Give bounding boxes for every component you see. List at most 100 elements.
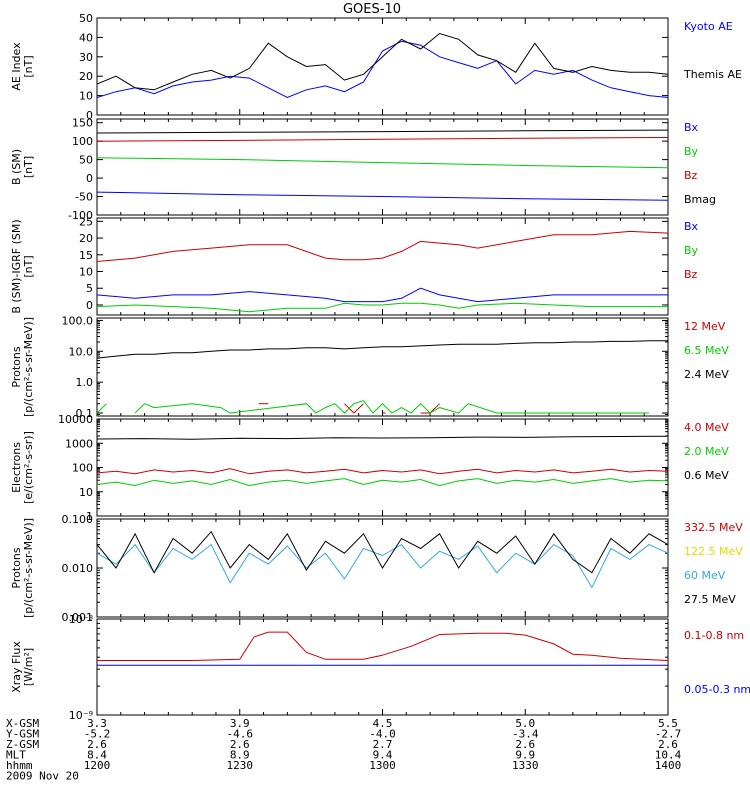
date-label: 2009 Nov 20 xyxy=(6,770,79,783)
legend-entry: By xyxy=(684,145,699,158)
legend-entry: 6.5 MeV xyxy=(684,344,729,357)
time-row-label: Z-GSM xyxy=(6,738,39,751)
panel-4: 0.1 1.0 10.0 100.0 Protons[p/(cm²-s-sr-MeV)]… xyxy=(10,314,729,420)
legend-entry: Bz xyxy=(684,268,698,281)
time-row-value: 1330 xyxy=(512,759,539,772)
y-tick-label: 0.100 xyxy=(62,513,94,526)
y-tick-label: 100.0 xyxy=(62,314,94,327)
y-tick-label: 30 xyxy=(79,51,93,64)
series-bz xyxy=(97,230,668,262)
legend-entry: Bx xyxy=(684,121,699,134)
time-row-value: -4.0 xyxy=(369,728,396,741)
y-tick-label: -100 xyxy=(68,209,93,222)
time-row-value: 8.4 xyxy=(87,749,107,762)
series-0-1-0-8-nm xyxy=(97,631,668,661)
y-tick-label: 10 xyxy=(79,90,93,103)
series-6-5-mev xyxy=(134,400,649,414)
y-tick-label: 10 xyxy=(79,486,93,499)
y-axis-label: B (SM)[nT] xyxy=(10,149,35,185)
time-row-value: 5.5 xyxy=(658,717,678,730)
y-tick-label: 0.010 xyxy=(62,562,94,575)
series-27-5-mev xyxy=(97,530,668,574)
time-row-value: 3.3 xyxy=(87,717,107,730)
y-tick-label: 100 xyxy=(72,462,93,475)
y-tick-label: -50 xyxy=(75,191,93,204)
time-row-value: 9.4 xyxy=(373,749,393,762)
y-axis-label: B (SM)-IGRF (SM)[nT] xyxy=(10,219,35,313)
time-row-value: 10.4 xyxy=(655,749,682,762)
legend-entry: 0.1-0.8 nm xyxy=(684,629,744,642)
time-row-value: 9.9 xyxy=(515,749,535,762)
series-6-5-mev xyxy=(97,403,107,414)
time-row-value: -3.4 xyxy=(512,728,539,741)
panel-6: 0.001 0.010 0.100 Protons[p/(cm²-s-sr-MeV)]… xyxy=(10,513,743,624)
panel-frame xyxy=(96,217,669,316)
y-tick-label: 0.001 xyxy=(62,611,94,624)
time-row-value: -5.2 xyxy=(84,728,111,741)
series-kyoto-ae xyxy=(97,40,668,99)
legend-entry: Bx xyxy=(684,220,699,233)
panel-frame xyxy=(96,618,669,716)
panel-frame xyxy=(96,317,669,417)
panel-3: 0 5 10 15 20 25 B (SM)-IGRF (SM)[nT] Bx By Bz xyxy=(10,215,699,316)
series-themis-ae xyxy=(97,32,668,91)
legend-entry: 60 MeV xyxy=(684,569,726,582)
y-tick-label: 10000 xyxy=(58,413,93,426)
series-bmag xyxy=(97,129,668,134)
panel-frame xyxy=(96,418,669,517)
y-tick-label: 40 xyxy=(79,31,93,44)
panel-1: 0 10 20 30 40 50 AE Index[nT] Kyoto AE Themis AE xyxy=(10,12,742,122)
time-row-label: Y-GSM xyxy=(6,728,39,741)
y-tick-label: 25 xyxy=(79,215,93,228)
y-axis-label: Protons[p/(cm²-s-sr-MeV)] xyxy=(10,317,35,417)
time-axis-labels: X-GSM 3.3 3.9 4.5 5.0 5.5 Y-GSM -5.2 -4.6 -4.0 -3.… xyxy=(6,717,682,783)
time-row-value: 5.0 xyxy=(515,717,535,730)
panel-frame xyxy=(96,17,669,116)
y-axis-label: Xray Flux[W/m²] xyxy=(10,641,35,693)
legend-entry: Themis AE xyxy=(683,68,742,81)
time-row-value: 1230 xyxy=(227,759,254,772)
time-row-value: 2.6 xyxy=(230,738,250,751)
time-row-value: 2.6 xyxy=(87,738,107,751)
legend-entry: 2.4 MeV xyxy=(684,368,729,381)
y-axis-label: Protons[p/(cm²-s-sr-MeV)] xyxy=(10,518,35,618)
time-row-value: 2.7 xyxy=(373,738,393,751)
legend-entry: 0.6 MeV xyxy=(684,469,729,482)
series-4-0-mev xyxy=(97,468,668,475)
time-row-value: -2.7 xyxy=(655,728,682,741)
panel-5: 1 10 100 1000 10000 Electrons[e/(cm²-s-sr)] 4.… xyxy=(10,413,729,523)
y-axis-label: Electrons[e/(cm²-s-sr)] xyxy=(10,431,35,504)
y-tick-label: 20 xyxy=(79,70,93,83)
series-12-mev xyxy=(344,403,364,414)
y-tick-label: 0 xyxy=(86,172,93,185)
y-tick-label: 100 xyxy=(72,135,93,148)
time-row-value: 1300 xyxy=(369,759,396,772)
y-tick-label: 0.1 xyxy=(76,407,94,420)
legend-entry: 4.0 MeV xyxy=(684,421,729,434)
y-tick-label: 20 xyxy=(79,232,93,245)
y-tick-label: 150 xyxy=(72,117,93,130)
y-tick-label: 0 xyxy=(86,299,93,312)
legend-entry: Bz xyxy=(684,169,698,182)
time-row-value: 3.9 xyxy=(230,717,250,730)
series-2-4-mev xyxy=(97,340,668,359)
y-tick-label: 0 xyxy=(86,109,93,122)
series-60-mev xyxy=(97,543,668,589)
time-row-value: 2.6 xyxy=(515,738,535,751)
legend-entry: 27.5 MeV xyxy=(684,593,736,606)
time-row-label: MLT xyxy=(6,749,26,762)
y-tick-label: 50 xyxy=(79,154,93,167)
plot-title: GOES-10 xyxy=(343,2,401,17)
y-tick-label: 15 xyxy=(79,249,93,262)
panel-2: -100 -50 0 50 100 150 B (SM)[nT] Bx By Bz Bmag xyxy=(10,117,716,222)
y-tick-label: 1.0 xyxy=(76,376,94,389)
time-row-value: 4.5 xyxy=(373,717,393,730)
series-2-0-mev xyxy=(97,478,668,487)
time-row-value: 1200 xyxy=(84,759,111,772)
legend-entry: 122.5 MeV xyxy=(684,545,743,558)
y-tick-label: 1000 xyxy=(65,437,93,450)
legend-entry: 0.05-0.3 nm xyxy=(684,683,750,696)
y-tick-label: 10.0 xyxy=(69,345,94,358)
legend-entry: Kyoto AE xyxy=(684,20,733,33)
